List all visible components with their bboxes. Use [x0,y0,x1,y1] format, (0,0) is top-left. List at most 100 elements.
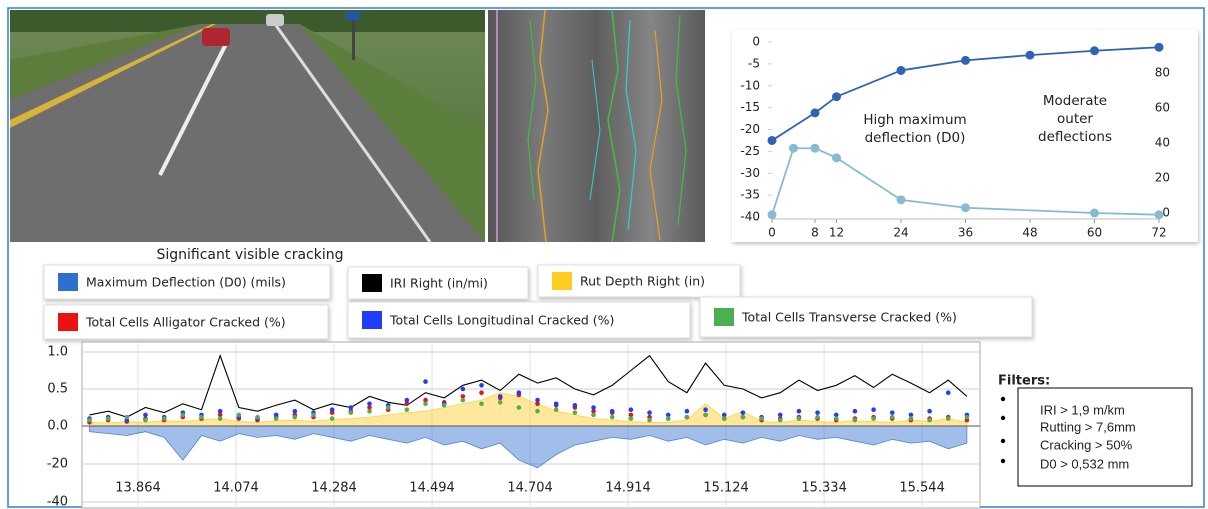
data-point [125,415,130,420]
data-point [768,210,777,219]
data-point [815,410,820,415]
data-point [811,144,820,153]
data-point [666,416,671,421]
caption: Significant visible cracking [156,247,343,263]
data-point [143,418,148,423]
data-point [330,407,335,412]
annotation: deflection (D0) [865,130,966,146]
data-point [87,418,92,423]
data-point [218,416,223,421]
data-point [815,415,820,420]
y-tick-label: 0.5 [47,382,68,397]
data-point [143,413,148,418]
data-point [330,416,335,421]
data-point [498,394,503,399]
data-point [405,398,410,403]
road-photo [10,10,485,242]
data-point [479,383,484,388]
data-point [479,390,484,395]
data-point [311,413,316,418]
y-tick-label: 0.0 [47,419,68,434]
legend-label: Rut Depth Right (in) [580,274,705,289]
x-tick-label: 15.334 [801,481,847,496]
x-tick-label: 14.284 [311,481,357,496]
data-point [703,407,708,412]
data-point [405,407,410,412]
data-point [255,415,260,420]
legend-swatch [362,311,382,329]
data-point [853,418,858,423]
y-tick-label: 1.0 [47,345,68,360]
data-point [610,415,615,420]
data-point [741,415,746,420]
y2-tick-label: 40 [1155,135,1170,149]
legend-label: Total Cells Transverse Cracked (%) [741,310,957,325]
filter-item: Rutting > 7,6mm [1040,419,1136,434]
data-point [181,413,186,418]
data-point [386,405,391,410]
filter-item: Cracking > 50% [1040,437,1133,452]
data-point [554,402,559,407]
data-point [853,409,858,414]
data-point [274,416,279,421]
data-point [890,415,895,420]
x-tick-label: 48 [1022,226,1037,240]
data-point [218,409,223,414]
data-point [591,405,596,410]
y-tick-label: 0 [752,35,760,49]
y2-tick-label: -40 [47,495,68,509]
data-point [961,203,970,212]
data-point [685,415,690,420]
data-point [517,405,522,410]
legend-label: Maximum Deflection (D0) (mils) [86,275,286,290]
data-point [423,402,428,407]
data-point [162,416,167,421]
data-point [722,416,727,421]
data-point [897,195,906,204]
x-tick-label: 14.914 [605,481,651,496]
x-tick-label: 13.864 [115,481,161,496]
data-point [927,418,932,423]
annotation: outer [1057,111,1093,127]
data-point [535,398,540,403]
data-point [797,409,802,414]
data-point [573,403,578,408]
y-tick-label: -10 [740,78,760,92]
data-point [946,390,951,395]
data-point [629,407,634,412]
data-point [797,416,802,421]
y2-tick-label: 20 [1155,170,1170,184]
legend-label: Total Cells Longitudinal Cracked (%) [389,313,614,328]
annotation: deflections [1038,129,1112,145]
data-point [293,409,298,414]
x-tick-label: 14.704 [507,481,553,496]
data-point [610,409,615,414]
y-tick-label: -20 [740,122,760,136]
filter-item: D0 > 0,532 mm [1040,456,1129,471]
y2-tick-label: 80 [1155,65,1170,79]
data-point [871,407,876,412]
data-point [1090,46,1099,55]
data-point [832,153,841,162]
y-tick-label: -5 [748,56,760,70]
x-tick-label: 8 [811,226,819,240]
data-point [106,416,111,421]
legend-swatch [362,274,382,292]
y-tick-label: -25 [740,144,760,158]
data-point [517,390,522,395]
y2-tick-label: -20 [47,457,68,472]
data-point [927,409,932,414]
data-point [965,415,970,420]
data-point [789,144,798,153]
data-point [647,418,652,423]
y-tick-label: -15 [740,100,760,114]
data-point [479,402,484,407]
legend-label: Total Cells Alligator Cracked (%) [85,315,286,330]
data-point [703,413,708,418]
filter-item: IRI > 1,9 m/km [1040,402,1125,417]
data-point [498,400,503,405]
data-point [685,409,690,414]
annotation: Moderate [1043,93,1107,109]
data-point [237,413,242,418]
data-point [897,66,906,75]
